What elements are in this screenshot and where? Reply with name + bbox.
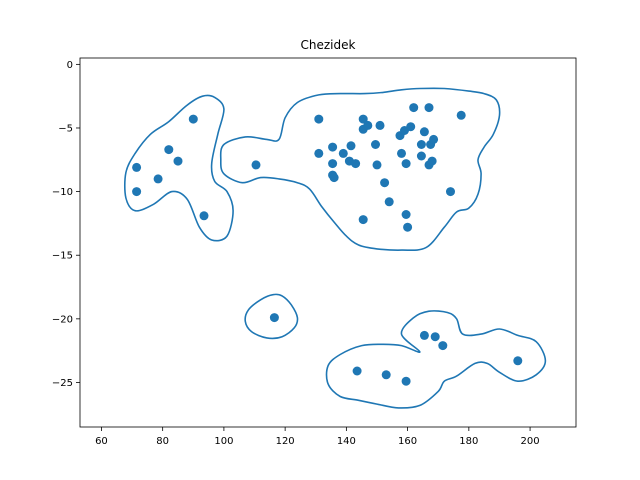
data-point xyxy=(173,156,183,166)
data-point xyxy=(188,114,198,124)
data-point xyxy=(416,140,426,149)
x-tick-label: 200 xyxy=(521,436,540,447)
data-point xyxy=(328,142,338,152)
data-point xyxy=(363,120,373,130)
data-point xyxy=(446,187,455,197)
point-layer xyxy=(132,103,523,386)
data-point xyxy=(381,370,391,380)
data-point xyxy=(199,211,209,221)
cluster-contour-2 xyxy=(219,87,501,252)
data-point xyxy=(346,141,356,151)
data-point xyxy=(132,187,142,197)
y-tick-label: 0 xyxy=(67,60,73,71)
data-point xyxy=(406,122,416,132)
y-tick-label: −20 xyxy=(52,314,73,325)
data-point xyxy=(352,366,362,376)
contour-layer xyxy=(123,87,547,409)
data-point xyxy=(416,151,426,161)
y-tick-label: −15 xyxy=(52,251,73,262)
x-tick-label: 80 xyxy=(156,436,169,447)
data-point xyxy=(132,162,142,172)
data-point xyxy=(338,148,348,158)
data-point xyxy=(328,159,338,169)
y-tick-label: −25 xyxy=(52,378,73,389)
cluster-contour-1 xyxy=(123,94,234,242)
data-point xyxy=(397,148,406,158)
data-point xyxy=(430,332,440,342)
data-point xyxy=(372,160,382,170)
data-point xyxy=(427,156,437,166)
data-point xyxy=(384,197,394,207)
data-point xyxy=(314,114,324,124)
x-tick-label: 160 xyxy=(398,436,417,447)
data-point xyxy=(403,222,413,232)
x-tick-label: 60 xyxy=(95,436,108,447)
data-point xyxy=(401,210,411,219)
data-point xyxy=(314,148,324,158)
x-tick-label: 100 xyxy=(214,436,233,447)
data-point xyxy=(409,103,419,113)
data-point xyxy=(164,145,174,155)
data-point xyxy=(375,120,385,130)
data-point xyxy=(329,173,339,183)
data-point xyxy=(358,114,368,124)
data-point xyxy=(269,313,279,323)
cluster-contour-3 xyxy=(244,293,299,340)
data-point xyxy=(358,215,368,225)
data-point xyxy=(424,103,434,113)
plot-frame xyxy=(79,57,577,428)
data-point xyxy=(438,341,448,351)
y-tick-label: −10 xyxy=(52,187,73,198)
data-point xyxy=(251,160,261,170)
cluster-contour-4 xyxy=(325,310,547,409)
data-point xyxy=(429,134,439,144)
data-point xyxy=(513,356,523,366)
x-tick-label: 180 xyxy=(459,436,478,447)
data-point xyxy=(380,178,390,188)
chart-title: Chezidek xyxy=(301,38,356,52)
data-point xyxy=(351,159,361,169)
x-tick-label: 120 xyxy=(276,436,295,447)
x-tick-label: 140 xyxy=(337,436,356,447)
data-point xyxy=(401,159,411,169)
data-point xyxy=(419,127,429,137)
data-point xyxy=(401,376,411,386)
data-point xyxy=(153,174,163,184)
data-point xyxy=(371,140,380,149)
data-point xyxy=(419,330,429,340)
axis-layer: 60 80 100 120 140 160 180 200 0 −5 −10 −15 −20 −25 xyxy=(52,57,577,447)
data-point xyxy=(456,110,466,120)
y-tick-label: −5 xyxy=(58,123,73,134)
